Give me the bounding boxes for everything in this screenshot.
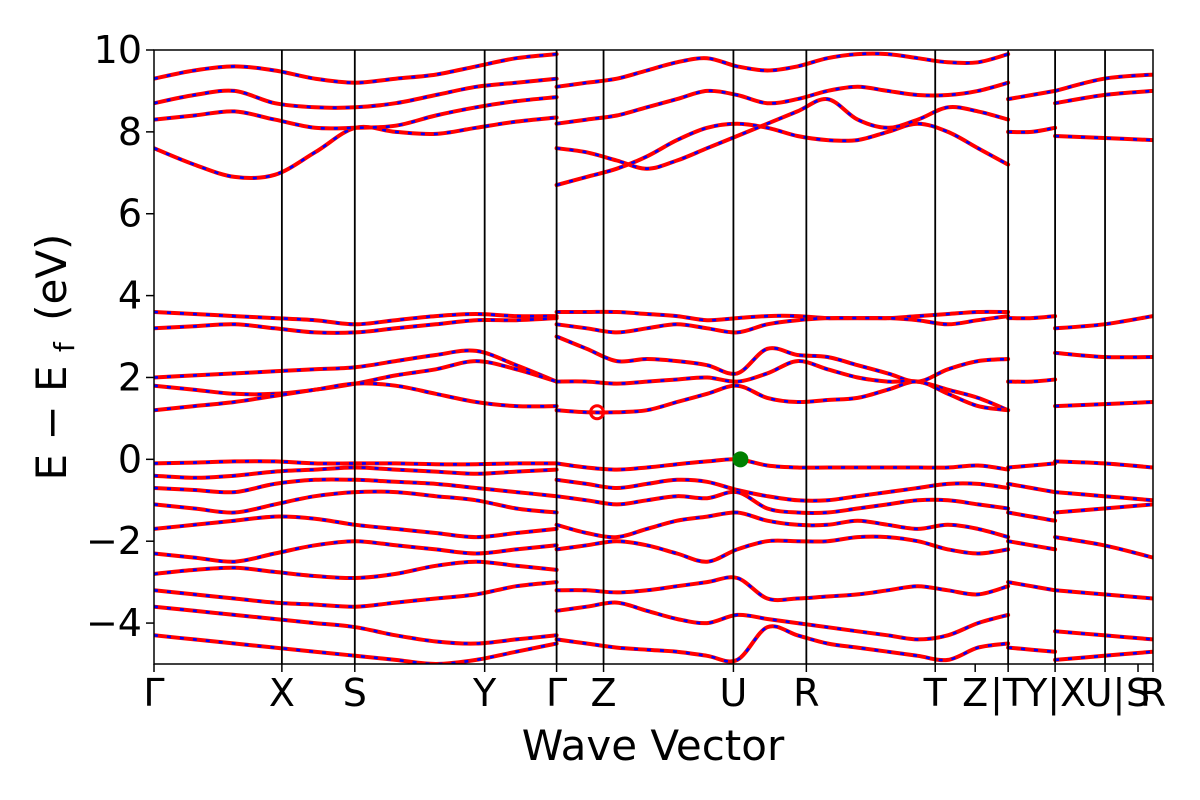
- tail1-band-5-spin-down: [1007, 482, 1056, 494]
- tail1-band-8-spin-down: [1007, 580, 1056, 592]
- path2-band-6-spin-up: [554, 334, 1011, 384]
- x-tick-label-1: X: [269, 671, 295, 715]
- y-tick-label-3: 2: [118, 355, 142, 399]
- y-tick-label-6: 8: [118, 110, 142, 154]
- x-tick-label-4: Γ: [546, 671, 567, 715]
- cbm-marker: [589, 404, 606, 421]
- path2-band-5-spin-down: [556, 314, 1009, 334]
- x-tick-label-9: Z: [962, 671, 988, 715]
- path2-band-3-spin-up: [554, 51, 1011, 89]
- y-tick-label-1: −2: [86, 519, 142, 563]
- path2-band-14-spin-up: [554, 575, 1011, 603]
- x-tick-label-10: |T: [990, 671, 1027, 716]
- tail2-band-11-spin-up: [1053, 629, 1153, 642]
- svg-text:E − E f (eV): E − E f (eV): [27, 234, 84, 481]
- path2-band-12-spin-up: [554, 510, 1011, 540]
- y-axis-ticks: −4 −2 0 2 4 6 8 10: [86, 28, 154, 645]
- tail2-band-7-spin-up: [1053, 490, 1153, 503]
- path2-band-0-spin-up: [554, 121, 1011, 188]
- tail2-band-12-spin-up: [1053, 649, 1153, 662]
- tail2-band-2-spin-up: [1053, 134, 1153, 143]
- path2-band-10-spin-down: [556, 478, 1009, 503]
- path1-band-5-spin-down: [154, 316, 557, 335]
- path1-band-2-spin-down: [154, 77, 557, 110]
- path2-band-2-spin-up: [554, 80, 1011, 126]
- path1-band-11-spin-down: [154, 478, 557, 498]
- y-tick-label-5: 6: [118, 192, 142, 236]
- y-tick-label-0: −4: [86, 601, 142, 645]
- x-tick-label-8: T: [923, 671, 948, 715]
- path2-band-8-spin-up: [554, 379, 1011, 415]
- x-tick-label-2: S: [343, 671, 367, 715]
- path1-band-4-spin-down: [154, 310, 557, 326]
- tail2-band-9-spin-up: [1053, 535, 1153, 560]
- tail1-band-0-spin-down: [1007, 89, 1056, 101]
- path2-band-10-spin-up: [554, 477, 1011, 503]
- tail1-band-7-spin-down: [1007, 539, 1056, 551]
- tail2-band-5-spin-up: [1053, 400, 1153, 409]
- path2-band-9-spin-up: [554, 457, 1011, 472]
- path2-band-15-spin-up: [554, 600, 1011, 642]
- tail2-band-1-spin-up: [1053, 88, 1153, 106]
- kpoint-dividers: [280, 50, 1106, 664]
- x-axis-ticks: Γ X S Y Γ Z U R T Z |TY|XU| SR: [143, 664, 1166, 716]
- x-tick-label-7: R: [793, 671, 819, 715]
- x-tick-label-12: U|: [1085, 671, 1126, 716]
- path2-band-14-spin-down: [556, 576, 1009, 602]
- tail1-band-3-spin-down: [1008, 378, 1056, 384]
- x-tick-label-3: Y: [472, 671, 497, 715]
- tail1-band-4-spin-down: [1008, 462, 1056, 469]
- y-tick-label-4: 4: [118, 274, 142, 318]
- path2-band-16-spin-up: [554, 624, 1011, 664]
- x-tick-label-14: R: [1140, 671, 1166, 715]
- tail1-band-2-spin-down: [1008, 314, 1056, 320]
- y-axis-title-main: E − E: [27, 365, 76, 480]
- path1-band-1-spin-down: [154, 95, 557, 130]
- path2-band-6-spin-down: [556, 335, 1009, 383]
- path2-band-9-spin-down: [556, 457, 1009, 471]
- x-tick-label-6: U: [720, 671, 748, 715]
- path2-band-0-spin-down: [556, 122, 1009, 187]
- tail2-band-6-spin-up: [1053, 459, 1153, 470]
- plot-frame: [153, 49, 1154, 665]
- y-tick-label-2: 0: [118, 437, 142, 481]
- tail2-band-10-spin-up: [1053, 588, 1153, 601]
- x-tick-label-11: Y|X: [1023, 671, 1086, 716]
- tail2-band-0-spin-up: [1053, 72, 1153, 93]
- path2-band-4-spin-up: [554, 309, 1011, 323]
- tail2-band-4-spin-up: [1053, 350, 1153, 360]
- vbm-marker: [732, 451, 749, 468]
- y-axis-title-subscript: f: [48, 341, 81, 352]
- path1-band-10-spin-down: [154, 466, 557, 480]
- extrema-markers: [589, 404, 749, 468]
- y-axis-title-unit: (eV): [27, 234, 76, 321]
- path2-band-13-spin-up: [554, 534, 1011, 564]
- path2-band-1-spin-down: [556, 97, 1009, 171]
- x-tick-label-13: S: [1126, 671, 1150, 715]
- tail1-band-1-spin-down: [1008, 126, 1056, 134]
- path1-band-6-spin-down: [154, 349, 558, 383]
- y-axis-title: E − E f (eV): [27, 234, 84, 481]
- band-lines: [154, 51, 1153, 664]
- path1-band-0-spin-down: [154, 116, 557, 180]
- tail1-band-9-spin-down: [1007, 646, 1056, 653]
- path2-band-16-spin-down: [556, 624, 1009, 663]
- x-tick-label-0: Γ: [143, 671, 164, 715]
- tail2-band-8-spin-up: [1053, 502, 1153, 515]
- x-tick-label-5: Z: [591, 671, 617, 715]
- path1-band-9-spin-down: [154, 459, 557, 466]
- path2-band-5-spin-up: [554, 314, 1011, 335]
- y-tick-label-7: 10: [94, 28, 142, 72]
- tail1-band-6-spin-down: [1007, 511, 1056, 522]
- tail2-band-3-spin-up: [1053, 314, 1153, 331]
- x-axis-title: Wave Vector: [522, 721, 785, 770]
- path2-band-11-spin-up: [554, 489, 1011, 516]
